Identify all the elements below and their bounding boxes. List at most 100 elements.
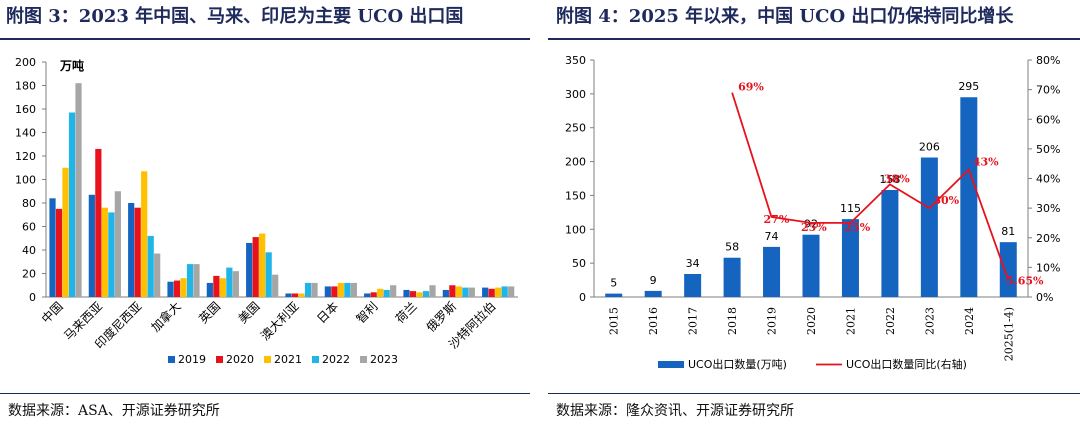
left-category-label: 中国 xyxy=(38,299,66,327)
left-bar-2020 xyxy=(213,275,220,297)
left-bar-2021 xyxy=(337,282,344,297)
right-bar xyxy=(605,293,623,297)
left-legend-swatch xyxy=(264,356,271,363)
left-bar-2023 xyxy=(272,274,279,297)
left-y-tick-label: 140 xyxy=(15,127,36,140)
left-source-rule xyxy=(0,393,530,394)
left-bar-2020 xyxy=(488,288,495,297)
left-bar-2019 xyxy=(167,281,174,297)
left-chart-title: 附图 3：2023 年中国、马来、印尼为主要 UCO 出口国 xyxy=(6,6,464,27)
right-y2-tick-label: 80% xyxy=(1036,54,1060,67)
right-category-label: 2022 xyxy=(884,307,897,335)
left-bar-2021 xyxy=(180,278,187,297)
right-y2-tick-label: 40% xyxy=(1036,173,1060,186)
right-legend-bar-swatch xyxy=(658,361,684,368)
right-legend-line-label: UCO出口数量同比(右轴) xyxy=(846,357,967,371)
left-bar-2021 xyxy=(455,286,462,297)
left-legend-label: 2022 xyxy=(322,353,350,366)
left-bar-2022 xyxy=(147,235,154,297)
right-y2-tick-label: 70% xyxy=(1036,84,1060,97)
right-y2-tick-label: 50% xyxy=(1036,143,1060,156)
left-bar-2021 xyxy=(495,287,502,297)
right-chart: 0 50 100 150 200 250 300 350 0% 10% 20% 30% 40% 50% 60… xyxy=(565,54,1060,371)
right-category-label: 2025(1-4) xyxy=(1002,307,1015,361)
right-bar xyxy=(881,190,899,297)
left-bar-2019 xyxy=(364,293,371,297)
right-yoy-line xyxy=(731,92,1010,281)
left-y-tick-label: 20 xyxy=(22,268,36,281)
right-category-label: 2018 xyxy=(726,307,739,335)
right-y-tick-label: 0 xyxy=(579,291,586,304)
left-bar-2023 xyxy=(193,264,200,297)
right-y-tick-label: 100 xyxy=(565,223,586,236)
left-category-label: 英国 xyxy=(196,299,223,326)
right-bar xyxy=(802,234,820,297)
right-y2-tick-label: 0% xyxy=(1036,291,1053,304)
left-bar-2023 xyxy=(508,286,515,297)
left-bar-2022 xyxy=(383,289,390,297)
left-bar-2021 xyxy=(259,233,266,297)
left-category-label: 俄罗斯 xyxy=(424,299,459,334)
left-source-note: 数据来源：ASA、开源证券研究所 xyxy=(8,403,220,419)
left-bar-2020 xyxy=(252,237,259,297)
left-y-tick-label: 180 xyxy=(15,80,36,93)
left-bar-2021 xyxy=(141,171,148,297)
right-y-tick-label: 300 xyxy=(565,88,586,101)
left-bar-2022 xyxy=(265,252,272,297)
right-bar-data-label: 115 xyxy=(840,202,861,215)
right-bar xyxy=(999,242,1017,297)
right-bar-data-label: 295 xyxy=(958,80,979,93)
left-bar-2023 xyxy=(154,253,161,297)
right-y2-tick-label: 10% xyxy=(1036,261,1060,274)
right-yoy-data-label: 30% xyxy=(933,194,959,207)
right-bar-data-label: 92 xyxy=(804,218,818,231)
left-bar-2020 xyxy=(370,292,377,297)
left-bar-2023 xyxy=(350,282,357,297)
right-y2-tick-label: 30% xyxy=(1036,202,1060,215)
left-bar-2023 xyxy=(468,287,475,297)
left-y-tick-label: 60 xyxy=(22,221,36,234)
left-bar-2020 xyxy=(173,280,181,297)
left-bar-2022 xyxy=(422,291,430,297)
left-y-tick-label: 120 xyxy=(15,150,36,163)
right-yoy-data-label: 5.65% xyxy=(1006,274,1044,287)
left-y-tick-label: 0 xyxy=(29,291,36,304)
left-bar-2019 xyxy=(285,293,292,297)
left-bar-2022 xyxy=(462,287,469,297)
right-bar xyxy=(723,257,741,297)
right-bar xyxy=(841,219,859,297)
left-bar-2022 xyxy=(344,282,351,297)
left-title-rule xyxy=(0,38,530,40)
right-y-tick-label: 150 xyxy=(565,189,586,202)
left-bar-2023 xyxy=(311,282,318,297)
left-bar-2019 xyxy=(482,287,489,297)
left-bar-2023 xyxy=(429,285,436,297)
right-category-label: 2019 xyxy=(766,307,779,335)
left-bar-2023 xyxy=(232,271,239,297)
left-bar-2022 xyxy=(304,282,312,297)
left-bar-2019 xyxy=(442,289,449,297)
left-y-tick-label: 100 xyxy=(15,174,36,187)
left-bar-2021 xyxy=(101,207,108,297)
right-yoy-data-label: 43% xyxy=(973,156,999,169)
left-bar-2020 xyxy=(449,285,456,297)
right-category-label: 2016 xyxy=(647,307,660,335)
right-chart-title: 附图 4：2025 年以来，中国 UCO 出口仍保持同比增长 xyxy=(556,6,1014,27)
left-legend-swatch xyxy=(360,356,367,363)
right-y-tick-label: 350 xyxy=(565,54,586,67)
left-legend-swatch xyxy=(312,356,319,363)
left-bar-2023 xyxy=(75,83,82,298)
right-bar xyxy=(644,290,662,297)
right-yoy-data-label: 25% xyxy=(844,221,870,234)
right-category-label: 2015 xyxy=(608,307,621,335)
left-bar-2020 xyxy=(409,291,417,297)
left-bar-2019 xyxy=(246,242,253,297)
left-bar-2022 xyxy=(186,264,194,297)
left-bar-2023 xyxy=(390,285,397,297)
left-y-tick-label: 80 xyxy=(22,197,36,210)
right-bar xyxy=(763,246,781,297)
right-category-label: 2017 xyxy=(687,307,700,335)
right-yoy-data-label: 38% xyxy=(884,172,910,185)
left-category-label: 澳大利亚 xyxy=(258,299,302,343)
